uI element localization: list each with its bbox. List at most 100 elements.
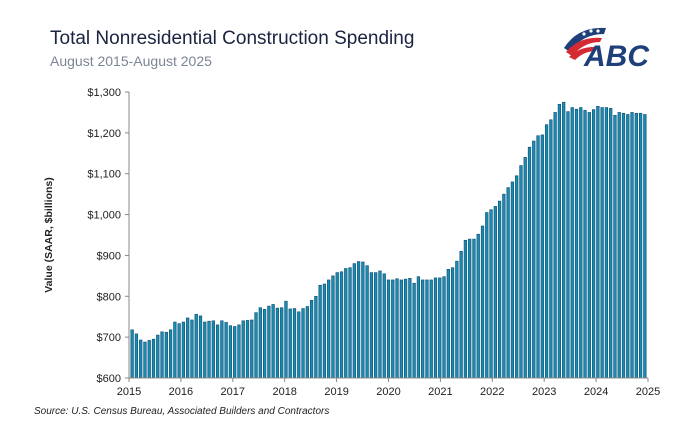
y-axis-label: Value (SAAR, $billions) xyxy=(43,177,55,293)
bar xyxy=(613,114,617,379)
bar xyxy=(356,261,361,379)
bar xyxy=(134,333,139,379)
bar xyxy=(626,114,630,379)
bar xyxy=(233,326,237,379)
bar xyxy=(220,320,224,379)
bar xyxy=(386,279,391,379)
bar xyxy=(459,251,463,379)
bar xyxy=(472,238,476,379)
bar xyxy=(361,261,365,379)
bar xyxy=(412,282,416,379)
bar xyxy=(634,112,638,379)
chart-subtitle: August 2015-August 2025 xyxy=(50,53,212,69)
bar xyxy=(587,112,591,379)
bar xyxy=(570,107,574,379)
bar xyxy=(574,108,579,379)
bar xyxy=(596,106,600,379)
bar xyxy=(224,322,228,379)
bar xyxy=(258,307,262,379)
bar xyxy=(139,339,143,379)
bar xyxy=(502,193,506,379)
bar xyxy=(305,306,309,379)
bar xyxy=(194,313,198,379)
bar xyxy=(297,311,301,379)
bar xyxy=(399,279,403,379)
bar xyxy=(562,101,566,379)
bar xyxy=(497,200,502,379)
bar xyxy=(476,233,480,379)
bar xyxy=(344,268,348,379)
bar xyxy=(374,272,378,379)
bar xyxy=(433,277,438,379)
bar xyxy=(348,267,352,379)
bar xyxy=(288,308,292,379)
bar xyxy=(395,278,399,379)
x-tick-label: 2020 xyxy=(376,386,400,398)
bar xyxy=(523,157,527,379)
x-tick-label: 2021 xyxy=(428,386,452,398)
bar xyxy=(506,187,510,379)
bar xyxy=(544,124,549,379)
bar xyxy=(403,278,408,379)
bar xyxy=(365,265,369,379)
bar xyxy=(600,107,604,379)
bar xyxy=(181,321,186,379)
x-tick-label: 2015 xyxy=(117,386,141,398)
y-tick-label: $1,200 xyxy=(87,128,121,140)
bar xyxy=(130,329,134,379)
bar xyxy=(339,271,344,379)
bar xyxy=(549,119,553,379)
bar xyxy=(275,307,280,379)
bar xyxy=(450,267,455,379)
bar xyxy=(267,305,271,379)
bar xyxy=(416,276,421,379)
y-tick-label: $1,300 xyxy=(87,87,121,99)
bar xyxy=(583,110,587,379)
bar xyxy=(455,260,459,379)
bar xyxy=(250,319,254,379)
bar xyxy=(322,283,327,379)
bar xyxy=(429,279,433,379)
bar xyxy=(446,269,450,379)
bar xyxy=(280,307,284,379)
bar xyxy=(557,103,562,379)
bar xyxy=(540,134,544,379)
bar xyxy=(621,112,626,379)
flag-swoosh-icon xyxy=(564,27,606,60)
bar xyxy=(553,112,557,379)
bar xyxy=(198,315,203,379)
bar xyxy=(156,334,160,379)
x-tick-label: 2017 xyxy=(221,386,245,398)
bar xyxy=(369,272,374,379)
bar xyxy=(480,225,485,379)
x-ticks-group: 2015 2016 2017 2018 2019 2020 2021 2022 2023 2024… xyxy=(117,378,660,398)
bar xyxy=(203,321,207,379)
bar xyxy=(228,325,233,379)
y-tick-label: $800 xyxy=(97,291,121,303)
bar xyxy=(147,340,151,379)
abc-logo: ABC xyxy=(564,27,650,73)
bar xyxy=(408,278,412,379)
bar xyxy=(566,111,570,379)
bar xyxy=(485,212,489,379)
bar xyxy=(378,270,382,379)
x-tick-label: 2024 xyxy=(584,386,608,398)
bar xyxy=(532,140,536,379)
bar xyxy=(331,275,335,379)
bar xyxy=(168,329,173,379)
x-tick-label: 2019 xyxy=(324,386,348,398)
bar xyxy=(173,321,177,379)
x-tick-label: 2023 xyxy=(532,386,556,398)
bar xyxy=(177,323,181,379)
bar xyxy=(301,308,305,379)
bar xyxy=(515,175,519,379)
bar xyxy=(335,272,339,379)
bar xyxy=(309,300,314,379)
bar xyxy=(382,273,386,379)
bar xyxy=(262,309,267,379)
bar xyxy=(190,319,194,379)
bar xyxy=(617,112,621,379)
bar xyxy=(527,146,532,379)
y-tick-label: $1,100 xyxy=(87,169,121,181)
